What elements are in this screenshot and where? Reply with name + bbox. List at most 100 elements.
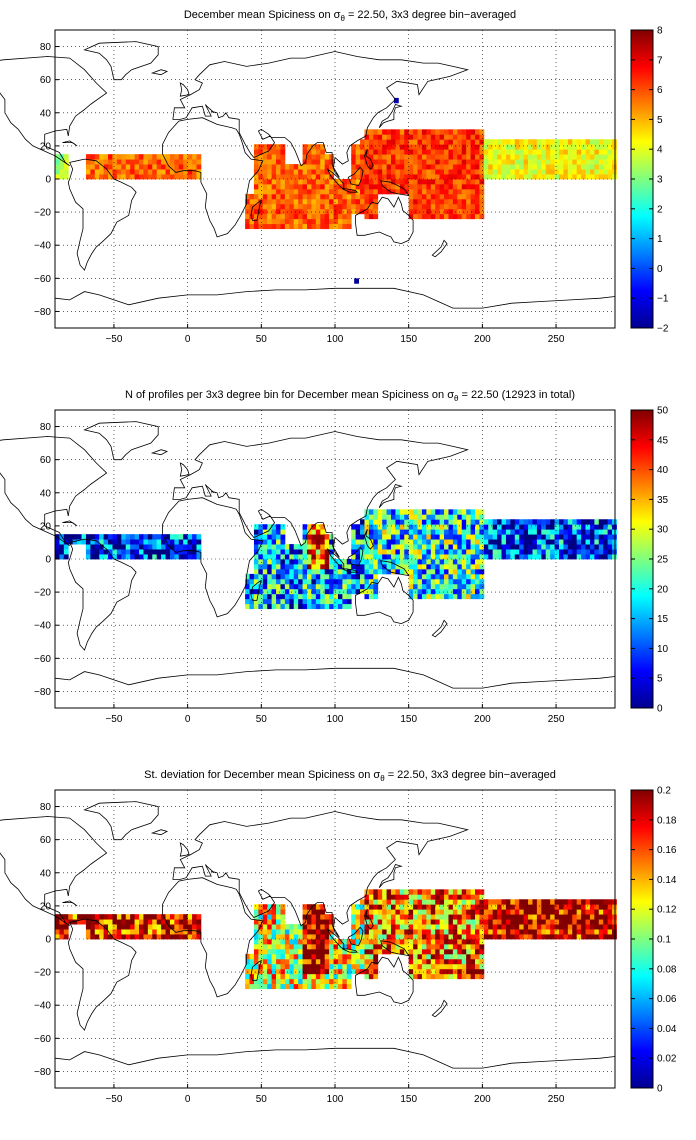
data-bin bbox=[315, 983, 321, 990]
colorbar-tick-label: 0.18 bbox=[657, 815, 677, 826]
data-bin bbox=[351, 583, 357, 590]
data-bin bbox=[333, 223, 339, 230]
data-bin bbox=[475, 529, 480, 535]
data-bin bbox=[271, 593, 277, 600]
coastline bbox=[162, 117, 264, 238]
data-bin bbox=[311, 919, 317, 925]
data-bin bbox=[293, 983, 299, 990]
data-bin bbox=[435, 563, 441, 570]
data-bin bbox=[298, 183, 303, 190]
data-bin bbox=[284, 603, 290, 610]
data-bin bbox=[594, 924, 600, 930]
data-bin bbox=[408, 129, 414, 135]
data-bin bbox=[298, 213, 303, 220]
data-bin bbox=[594, 174, 600, 180]
data-bin bbox=[382, 529, 387, 535]
data-bin bbox=[320, 919, 326, 925]
data-bin bbox=[174, 929, 180, 935]
data-bin bbox=[302, 544, 308, 550]
data-bin bbox=[267, 978, 273, 985]
data-bin bbox=[187, 549, 193, 555]
data-bin bbox=[386, 924, 392, 930]
data-bin bbox=[262, 973, 268, 980]
data-bin bbox=[528, 164, 533, 170]
data-bin bbox=[448, 203, 454, 210]
data-bin bbox=[408, 958, 414, 965]
data-bin bbox=[161, 169, 166, 175]
data-bin bbox=[103, 914, 109, 920]
data-bin bbox=[430, 514, 436, 520]
data-bin bbox=[307, 929, 312, 935]
data-bin bbox=[315, 544, 321, 550]
data-bin bbox=[165, 924, 171, 930]
data-bin bbox=[360, 578, 365, 585]
data-bin bbox=[448, 889, 454, 895]
data-bin bbox=[249, 578, 255, 585]
data-bin bbox=[461, 213, 467, 220]
data-bin bbox=[289, 934, 295, 940]
data-bin bbox=[267, 593, 273, 600]
data-bin bbox=[430, 563, 436, 570]
data-bin bbox=[488, 519, 494, 525]
data-bin bbox=[439, 549, 445, 555]
data-bin bbox=[541, 899, 547, 905]
data-bin bbox=[267, 948, 273, 955]
data-bin bbox=[386, 149, 392, 155]
data-bin bbox=[448, 193, 454, 200]
data-bin bbox=[612, 909, 617, 915]
data-bin bbox=[457, 129, 463, 135]
data-bin bbox=[302, 598, 308, 605]
data-bin bbox=[258, 568, 264, 575]
data-bin bbox=[470, 183, 476, 190]
data-bin bbox=[373, 919, 379, 925]
data-bin bbox=[324, 183, 330, 190]
data-bin bbox=[276, 934, 281, 940]
data-bin bbox=[430, 549, 436, 555]
data-bin bbox=[324, 198, 330, 205]
data-bin bbox=[470, 539, 476, 545]
data-bin bbox=[461, 578, 467, 585]
data-bin bbox=[479, 183, 485, 190]
data-bin bbox=[293, 978, 299, 985]
data-bin bbox=[368, 213, 374, 220]
data-bin bbox=[413, 129, 418, 135]
data-bin bbox=[302, 578, 308, 585]
data-bin bbox=[417, 539, 423, 545]
data-bin bbox=[386, 188, 392, 195]
data-bin bbox=[448, 544, 454, 550]
data-bin bbox=[245, 578, 250, 585]
data-bin bbox=[324, 544, 330, 550]
data-bin bbox=[554, 934, 560, 940]
data-bin bbox=[333, 573, 339, 580]
data-bin bbox=[444, 509, 449, 515]
data-bin bbox=[284, 578, 290, 585]
data-bin bbox=[302, 948, 308, 955]
data-bin bbox=[417, 943, 423, 950]
data-bin bbox=[342, 973, 348, 980]
data-bin bbox=[293, 583, 299, 590]
data-bin bbox=[404, 924, 410, 930]
data-bin bbox=[360, 559, 365, 565]
data-bin bbox=[479, 929, 485, 935]
data-bin bbox=[373, 179, 379, 185]
data-bin bbox=[373, 563, 379, 570]
data-bin bbox=[399, 943, 405, 950]
data-bin bbox=[121, 164, 127, 170]
data-bin bbox=[307, 144, 312, 150]
data-bin bbox=[311, 924, 317, 930]
data-bin bbox=[116, 174, 122, 180]
data-bin bbox=[408, 149, 414, 155]
data-bin bbox=[567, 529, 573, 535]
data-bin bbox=[333, 958, 339, 965]
data-bin bbox=[298, 934, 303, 940]
data-bin bbox=[311, 578, 317, 585]
data-bin bbox=[461, 134, 467, 140]
data-bin bbox=[284, 924, 290, 930]
data-bin bbox=[360, 139, 365, 145]
data-bin bbox=[510, 534, 516, 540]
data-bin bbox=[329, 568, 334, 575]
data-bin bbox=[461, 544, 467, 550]
data-bin bbox=[386, 169, 392, 175]
data-bin bbox=[421, 914, 427, 920]
data-bin bbox=[612, 549, 617, 555]
